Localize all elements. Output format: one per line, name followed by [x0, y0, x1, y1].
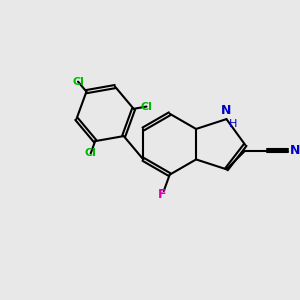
Text: F: F: [158, 188, 166, 201]
Text: Cl: Cl: [85, 148, 97, 158]
Text: N: N: [221, 104, 232, 117]
Text: Cl: Cl: [141, 102, 152, 112]
Text: Cl: Cl: [72, 76, 84, 87]
Text: N: N: [290, 144, 300, 157]
Text: H: H: [229, 119, 237, 129]
